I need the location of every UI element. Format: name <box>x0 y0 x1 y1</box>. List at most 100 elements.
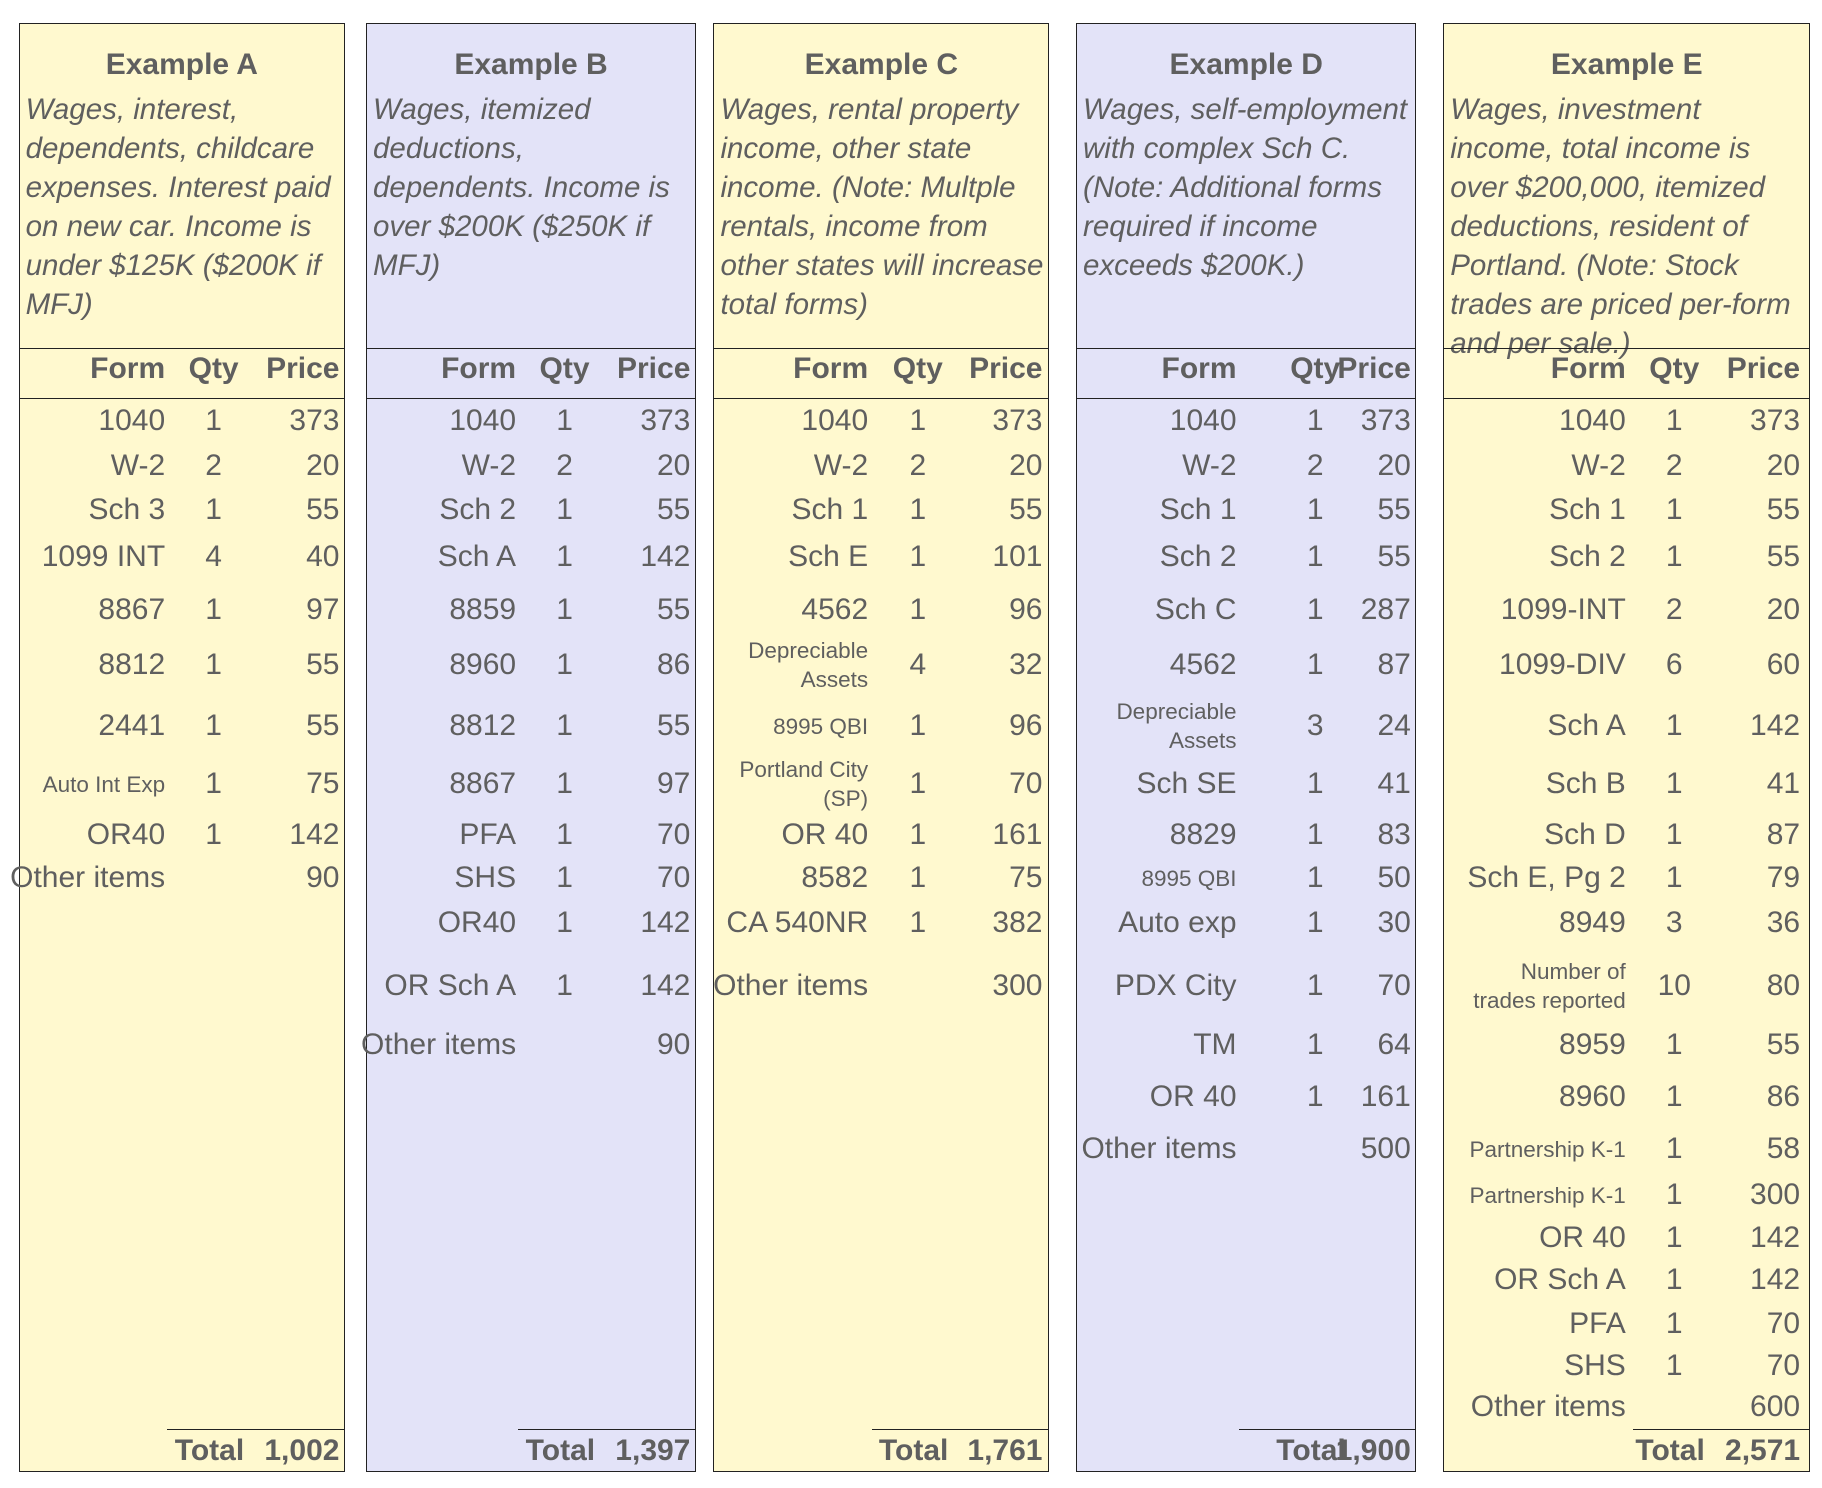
form-qty: 1 <box>556 648 573 682</box>
form-price: 142 <box>1750 1221 1801 1255</box>
form-price: 96 <box>1009 708 1043 742</box>
form-name: Other items <box>1470 1389 1626 1423</box>
example-card: Example E Wages, investment income, total… <box>1443 23 1811 1472</box>
form-price: 55 <box>1377 492 1411 526</box>
form-qty: 1 <box>1306 861 1324 895</box>
form-price: 24 <box>1377 708 1411 742</box>
form-name: OR40 <box>437 906 517 940</box>
form-name: OR Sch A <box>1494 1263 1626 1297</box>
form-qty: 1 <box>909 861 927 895</box>
form-name: Sch 2 <box>1549 540 1626 574</box>
form-price: 142 <box>289 818 340 852</box>
form-qty: 1 <box>1665 818 1683 852</box>
form-name: 8949 <box>1559 906 1626 940</box>
form-qty: 4 <box>909 648 927 682</box>
form-price: 20 <box>306 448 340 482</box>
form-name: PFA <box>459 818 517 852</box>
form-price: 96 <box>1009 592 1043 626</box>
form-qty: 1 <box>1665 861 1683 895</box>
form-name: W-2 <box>813 448 869 482</box>
form-qty: 1 <box>556 818 573 852</box>
form-price: 60 <box>1766 648 1801 682</box>
form-name: Sch 3 <box>88 492 166 526</box>
form-price: 55 <box>1766 492 1801 526</box>
form-qty: 2 <box>556 448 573 482</box>
form-name: 8867 <box>98 592 166 626</box>
form-name: W-2 <box>1571 448 1626 482</box>
form-price: 20 <box>657 448 691 482</box>
total-label: Total <box>174 1433 245 1467</box>
form-name: 8995 QBI <box>773 713 869 739</box>
price-column-header: Price <box>969 352 1043 386</box>
form-name: Number of trades reported <box>1473 959 1626 1014</box>
form-column-header: Form <box>1550 352 1626 386</box>
form-qty: 1 <box>1306 492 1324 526</box>
form-qty: 1 <box>556 766 573 800</box>
form-price: 32 <box>1009 648 1043 682</box>
form-name: Sch SE <box>1136 766 1237 800</box>
form-qty: 1 <box>556 404 573 438</box>
form-name: Sch E <box>788 540 869 574</box>
form-name: 1040 <box>449 404 517 438</box>
example-description: Wages, self-employment with complex Sch … <box>1083 93 1408 282</box>
form-qty: 1 <box>1665 1307 1683 1341</box>
form-price: 80 <box>1766 969 1801 1003</box>
form-price: 87 <box>1766 818 1801 852</box>
form-qty: 1 <box>909 592 927 626</box>
divider <box>714 348 1049 350</box>
form-qty: 1 <box>1665 708 1683 742</box>
form-price: 55 <box>306 708 340 742</box>
form-name: 2441 <box>98 708 166 742</box>
form-price: 142 <box>1750 708 1801 742</box>
total-value: 1,002 <box>264 1433 340 1467</box>
form-qty: 1 <box>1306 969 1324 1003</box>
form-price: 36 <box>1766 906 1801 940</box>
form-qty: 1 <box>205 708 222 742</box>
example-description: Wages, itemized deductions, dependents. … <box>373 93 670 282</box>
form-price: 55 <box>306 492 340 526</box>
form-qty: 1 <box>1306 404 1324 438</box>
form-qty: 1 <box>909 906 927 940</box>
total-divider <box>1238 1428 1416 1430</box>
form-price: 41 <box>1377 766 1411 800</box>
form-name: 8867 <box>449 766 517 800</box>
form-qty: 1 <box>556 906 573 940</box>
form-price: 55 <box>1377 540 1411 574</box>
form-name: W-2 <box>110 448 166 482</box>
price-column-header: Price <box>1337 352 1411 386</box>
form-name: 8829 <box>1169 818 1237 852</box>
form-name: 8812 <box>98 648 166 682</box>
form-price: 20 <box>1377 448 1411 482</box>
form-price: 75 <box>306 766 340 800</box>
form-name: Sch 1 <box>791 492 869 526</box>
form-qty: 1 <box>1306 766 1324 800</box>
form-name: 8959 <box>1559 1028 1626 1062</box>
form-price: 86 <box>657 648 691 682</box>
form-qty: 1 <box>909 818 927 852</box>
form-name: Sch 2 <box>439 492 517 526</box>
form-price: 70 <box>657 861 691 895</box>
form-name: Depreciable Assets <box>1116 698 1237 753</box>
qty-column-header: Qty <box>1290 352 1341 386</box>
form-name: Other items <box>713 969 869 1003</box>
form-name: 4562 <box>801 592 869 626</box>
form-price: 90 <box>306 861 340 895</box>
form-name: Partnership K-1 <box>1469 1136 1626 1162</box>
divider <box>714 398 1049 400</box>
form-name: Sch E, Pg 2 <box>1467 861 1626 895</box>
form-price: 287 <box>1360 592 1411 626</box>
form-price: 97 <box>306 592 340 626</box>
form-qty: 1 <box>909 540 927 574</box>
example-card: Example D Wages, self-employment with com… <box>1076 23 1417 1472</box>
example-description: Wages, investment income, total income i… <box>1450 93 1791 360</box>
form-qty: 1 <box>1306 1079 1324 1113</box>
form-price: 87 <box>1377 648 1411 682</box>
form-name: PFA <box>1569 1307 1626 1341</box>
form-name: PDX City <box>1114 969 1237 1003</box>
form-price: 161 <box>992 818 1043 852</box>
form-name: Auto Int Exp <box>42 771 166 797</box>
example-title: Example C <box>804 48 959 81</box>
form-name: TM <box>1193 1028 1237 1062</box>
form-price: 55 <box>1009 492 1043 526</box>
form-price: 55 <box>306 648 340 682</box>
